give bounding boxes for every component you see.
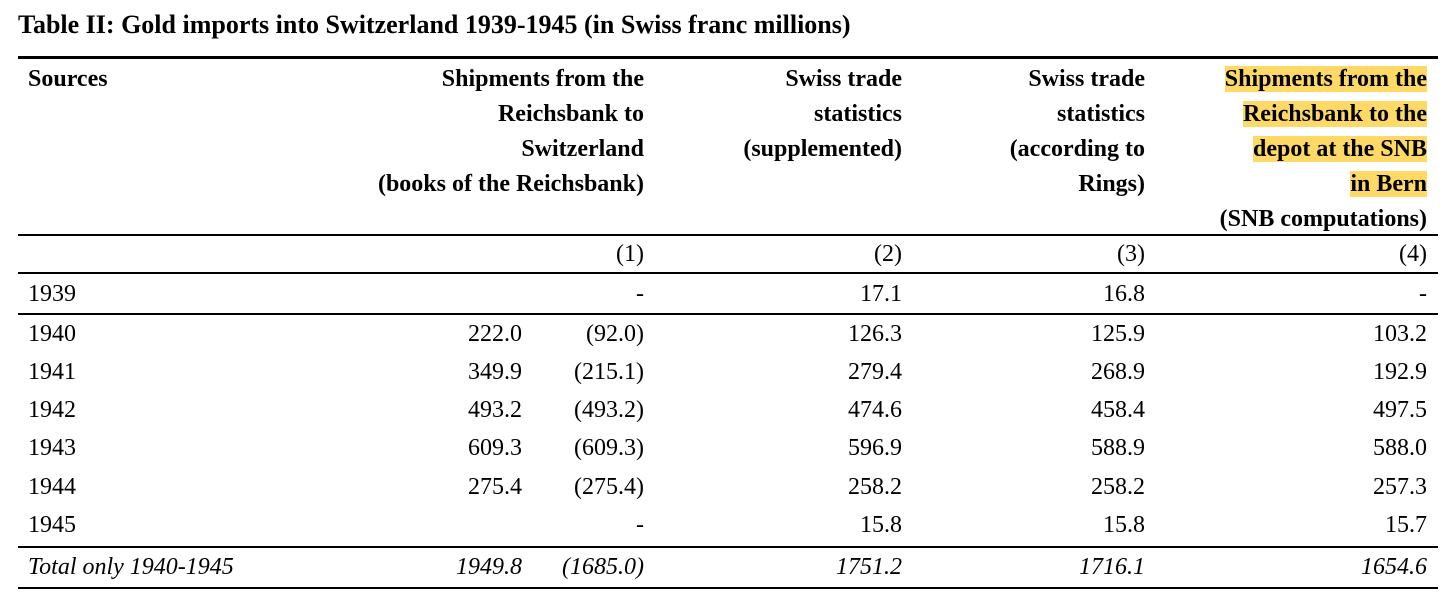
row-col4: 497.5 bbox=[1373, 397, 1427, 423]
total-col1-value: 1949.8 bbox=[456, 554, 522, 580]
row-col2: 17.1 bbox=[860, 281, 902, 307]
row-col1-value: 493.2 bbox=[468, 397, 522, 423]
row-col3: 268.9 bbox=[1091, 359, 1145, 385]
header-rule bbox=[18, 234, 1438, 236]
header-col2-line: (supplemented) bbox=[743, 136, 902, 162]
row-year: 1944 bbox=[28, 474, 76, 500]
header-col2: Swiss trade statistics (supplemented) bbox=[743, 62, 902, 167]
row-col2: 279.4 bbox=[848, 359, 902, 385]
row-year: 1939 bbox=[28, 281, 76, 307]
row-col4: 103.2 bbox=[1373, 321, 1427, 347]
header-col3-line: (according to bbox=[1009, 136, 1145, 162]
table-title: Table II: Gold imports into Switzerland … bbox=[18, 10, 851, 39]
row-col1-value: 349.9 bbox=[468, 359, 522, 385]
row-col1-value: 609.3 bbox=[468, 435, 522, 461]
header-col1: Shipments from the Reichsbank to Switzer… bbox=[378, 62, 644, 202]
total-label: Total only 1940-1945 bbox=[28, 554, 234, 580]
header-col3-line: statistics bbox=[1057, 101, 1145, 127]
col-number-2: (2) bbox=[874, 241, 902, 267]
header-col4-line-highlighted: Reichsbank to the bbox=[1242, 101, 1427, 127]
total-rule bbox=[18, 546, 1438, 548]
row-col3: 125.9 bbox=[1091, 321, 1145, 347]
row-col1-paren: - bbox=[636, 512, 644, 538]
row-col1-value: 222.0 bbox=[468, 321, 522, 347]
header-col2-line: statistics bbox=[814, 101, 902, 127]
header-col4-line-highlighted: depot at the SNB bbox=[1252, 136, 1427, 162]
total-col4: 1654.6 bbox=[1361, 554, 1427, 580]
row-col2: 596.9 bbox=[848, 435, 902, 461]
row-col4: 192.9 bbox=[1373, 359, 1427, 385]
row-col4: - bbox=[1419, 281, 1427, 307]
total-col3: 1716.1 bbox=[1079, 554, 1145, 580]
header-col1-line: Reichsbank to bbox=[497, 101, 644, 127]
row-col1-paren: (609.3) bbox=[574, 435, 644, 461]
row-year: 1941 bbox=[28, 359, 76, 385]
row-col3: 15.8 bbox=[1103, 512, 1145, 538]
header-sources: Sources bbox=[28, 66, 108, 92]
header-col3-line: Swiss trade bbox=[1028, 66, 1145, 92]
row-col4: 15.7 bbox=[1385, 512, 1427, 538]
header-col4: Shipments from the Reichsbank to the dep… bbox=[1220, 62, 1427, 237]
row-col2: 15.8 bbox=[860, 512, 902, 538]
row-col3: 16.8 bbox=[1103, 281, 1145, 307]
header-col3-line: Rings) bbox=[1078, 171, 1145, 197]
colnum-rule bbox=[18, 272, 1438, 274]
row-col2: 258.2 bbox=[848, 474, 902, 500]
row-col3: 458.4 bbox=[1091, 397, 1145, 423]
row-year: 1942 bbox=[28, 397, 76, 423]
row-year: 1945 bbox=[28, 512, 76, 538]
row-rule bbox=[18, 313, 1438, 315]
col-number-1: (1) bbox=[616, 241, 644, 267]
top-rule bbox=[18, 56, 1438, 59]
row-col4: 257.3 bbox=[1373, 474, 1427, 500]
row-col1-paren: (493.2) bbox=[574, 397, 644, 423]
row-col2: 474.6 bbox=[848, 397, 902, 423]
header-col4-line-highlighted: Shipments from the bbox=[1224, 66, 1427, 92]
header-col1-line: Shipments from the bbox=[441, 66, 644, 92]
header-col4-line: (SNB computations) bbox=[1219, 206, 1427, 232]
header-col1-line: Switzerland bbox=[521, 136, 644, 162]
header-col2-line: Swiss trade bbox=[785, 66, 902, 92]
col-number-4: (4) bbox=[1399, 241, 1427, 267]
header-col4-line-highlighted: in Bern bbox=[1350, 171, 1427, 197]
row-col1-paren: (92.0) bbox=[586, 321, 644, 347]
bottom-rule bbox=[18, 587, 1438, 589]
header-col3: Swiss trade statistics (according to Rin… bbox=[1010, 62, 1145, 202]
row-year: 1943 bbox=[28, 435, 76, 461]
row-col3: 258.2 bbox=[1091, 474, 1145, 500]
row-col1-paren: (275.4) bbox=[574, 474, 644, 500]
row-col4: 588.0 bbox=[1373, 435, 1427, 461]
row-year: 1940 bbox=[28, 321, 76, 347]
row-col2: 126.3 bbox=[848, 321, 902, 347]
total-col2: 1751.2 bbox=[836, 554, 902, 580]
row-col1-paren: - bbox=[636, 281, 644, 307]
header-col1-line: (books of the Reichsbank) bbox=[377, 171, 644, 197]
row-col1-paren: (215.1) bbox=[574, 359, 644, 385]
col-number-3: (3) bbox=[1117, 241, 1145, 267]
row-col3: 588.9 bbox=[1091, 435, 1145, 461]
total-col1-paren: (1685.0) bbox=[562, 554, 644, 580]
row-col1-value: 275.4 bbox=[468, 474, 522, 500]
